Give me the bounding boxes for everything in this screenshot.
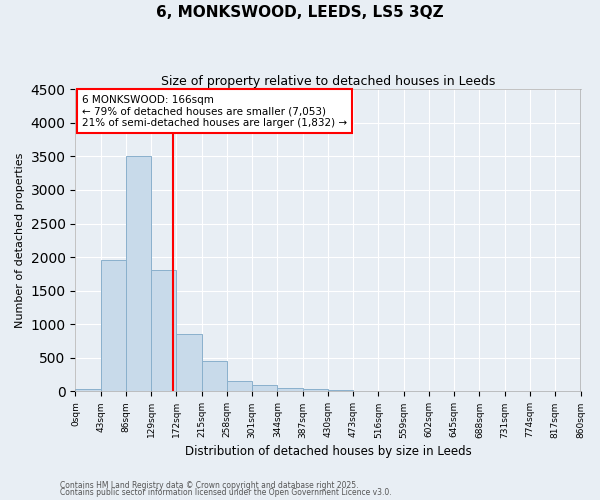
Bar (151, 270, 176, 392)
Bar (101, 260, 126, 392)
Bar (328, 390, 353, 392)
X-axis label: Distribution of detached houses by size in Leeds: Distribution of detached houses by size … (185, 444, 472, 458)
Bar (353, 391, 379, 392)
Text: 6, MONKSWOOD, LEEDS, LS5 3QZ: 6, MONKSWOOD, LEEDS, LS5 3QZ (156, 5, 444, 20)
Bar (302, 389, 328, 392)
Bar (277, 388, 302, 392)
Bar (76, 390, 101, 392)
Bar (126, 156, 151, 392)
Text: Contains public sector information licensed under the Open Government Licence v3: Contains public sector information licen… (60, 488, 392, 497)
Text: 6 MONKSWOOD: 166sqm
← 79% of detached houses are smaller (7,053)
21% of semi-det: 6 MONKSWOOD: 166sqm ← 79% of detached ho… (82, 94, 347, 128)
Title: Size of property relative to detached houses in Leeds: Size of property relative to detached ho… (161, 75, 495, 88)
Bar (252, 386, 277, 392)
Text: Contains HM Land Registry data © Crown copyright and database right 2025.: Contains HM Land Registry data © Crown c… (60, 480, 359, 490)
Y-axis label: Number of detached properties: Number of detached properties (15, 152, 25, 328)
Bar (202, 361, 227, 392)
Bar (176, 334, 202, 392)
Bar (227, 381, 252, 392)
